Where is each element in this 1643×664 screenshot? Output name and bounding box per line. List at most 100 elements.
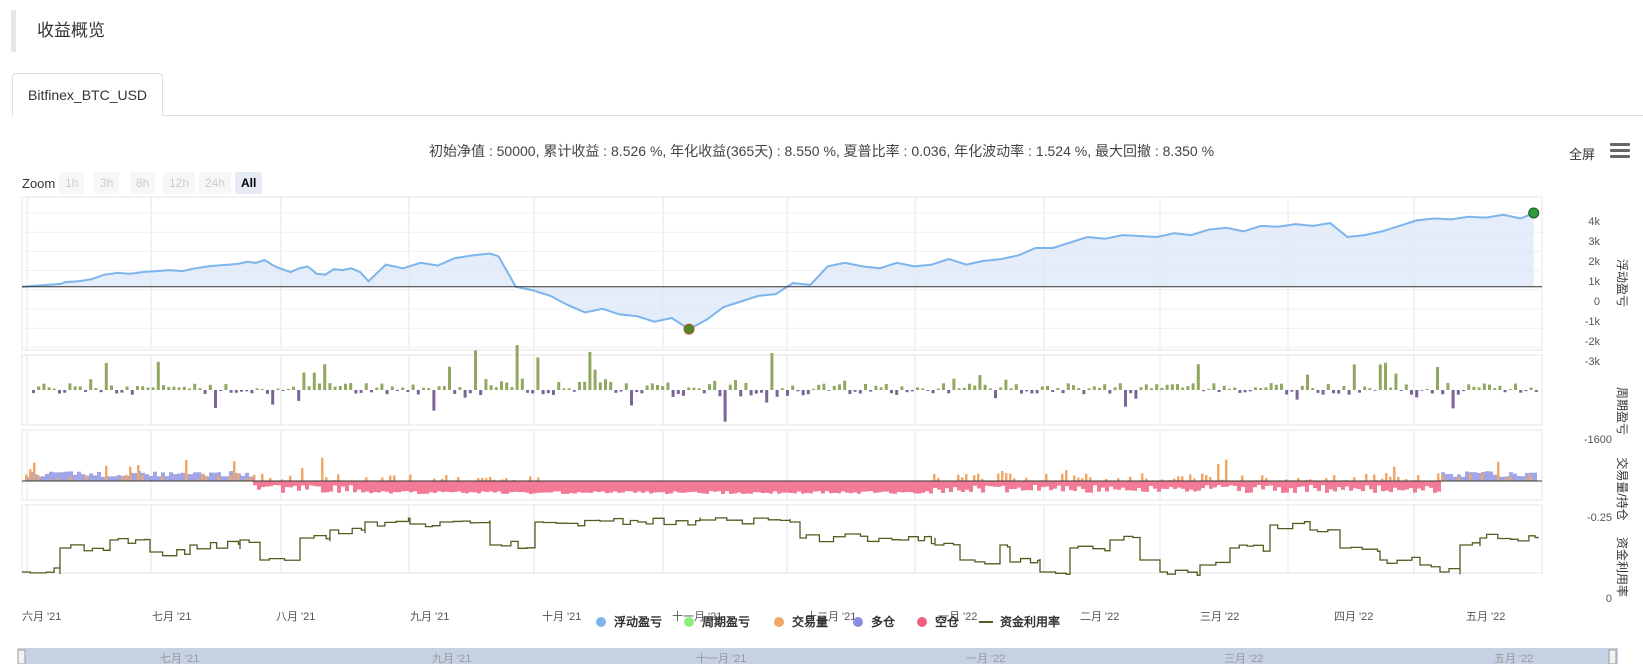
short-position-bar — [317, 481, 321, 487]
volume-bar — [53, 480, 56, 481]
short-position-bar — [1301, 481, 1305, 487]
short-position-bar — [441, 481, 445, 493]
short-position-bar — [981, 481, 985, 493]
period-pnl-bar — [1181, 387, 1185, 390]
volume-bar — [1177, 476, 1180, 481]
short-position-bar — [697, 481, 701, 493]
short-position-bar — [1373, 481, 1377, 493]
period-pnl-bar — [890, 390, 893, 394]
short-position-bar — [817, 481, 821, 492]
short-position-bar — [1085, 481, 1089, 493]
period-pnl-bar — [728, 384, 732, 390]
tab-bitfinex-btc-usd[interactable]: Bitfinex_BTC_USD — [12, 73, 164, 116]
short-position-bar — [365, 481, 369, 492]
period-pnl-bar — [947, 390, 951, 394]
short-position-bar — [501, 481, 505, 494]
zoom-3h-button[interactable]: 3h — [94, 172, 120, 194]
period-pnl-bar — [359, 390, 363, 393]
short-position-bar — [1105, 481, 1109, 492]
period-pnl-bar — [234, 390, 238, 393]
long-position-bar — [141, 472, 145, 481]
volume-bar — [933, 474, 936, 481]
short-position-bar — [1049, 481, 1053, 491]
period-pnl-bar — [1306, 374, 1309, 390]
short-position-bar — [997, 481, 1001, 487]
short-position-bar — [785, 481, 789, 493]
volume-bar — [381, 477, 384, 481]
long-position-bar — [45, 473, 49, 481]
short-position-bar — [541, 481, 545, 493]
long-position-bar — [61, 472, 65, 481]
x-axis-labels: 六月 '21 七月 '21 八月 '21 九月 '21 十月 '21 十一月 '… — [22, 609, 1505, 623]
period-pnl-bar — [749, 390, 753, 396]
zoom-1h-button[interactable]: 1h — [59, 172, 85, 194]
zoom-24h-button[interactable]: 24h — [199, 172, 232, 194]
x-axis-label: 十二月 '21 — [806, 609, 856, 623]
menu-icon[interactable] — [1610, 143, 1630, 159]
volume-bar — [1345, 480, 1348, 481]
legend-marker — [853, 617, 863, 627]
short-position-bar — [1405, 481, 1409, 490]
short-position-bar — [757, 481, 761, 493]
period-pnl-bar — [1040, 386, 1044, 390]
long-position-bar — [41, 476, 45, 481]
volume-bar — [1145, 478, 1148, 481]
short-position-bar — [1225, 481, 1229, 487]
short-position-bar — [421, 481, 425, 494]
period-pnl-bar — [182, 386, 186, 390]
short-position-bar — [465, 481, 469, 494]
short-position-bar — [745, 481, 749, 494]
period-pnl-bar — [37, 386, 41, 390]
period-pnl-bar — [562, 388, 566, 390]
ytick-label-period: -1600 — [1584, 434, 1612, 446]
fullscreen-button[interactable]: 全屏 — [1568, 147, 1595, 162]
short-position-bar — [629, 481, 633, 492]
volume-bar — [1081, 478, 1084, 481]
navigator-label: 十一月 '21 — [696, 651, 746, 664]
panel-frame — [21, 504, 1543, 574]
zoom-8h-button[interactable]: 8h — [130, 172, 156, 194]
legend[interactable]: 浮动盈亏 周期盈亏 交易量 多仓 空仓 资金利用率 — [596, 614, 1060, 629]
period-pnl-bar — [1373, 390, 1377, 391]
zoom-12h-button[interactable]: 12h — [163, 172, 196, 194]
ytick-label: 2k — [1588, 256, 1600, 268]
short-position-bar — [725, 481, 729, 492]
short-position-bar — [713, 481, 717, 492]
short-position-bar — [849, 481, 853, 494]
short-position-bar — [721, 481, 725, 494]
short-position-bar — [349, 481, 353, 486]
period-pnl-bar — [754, 390, 758, 394]
period-pnl-bar — [567, 388, 571, 390]
volume-bar — [1501, 480, 1504, 481]
short-position-bar — [1289, 481, 1293, 489]
period-pnl-bar — [1519, 390, 1523, 393]
period-pnl-bar — [1259, 387, 1263, 390]
short-position-bar — [889, 481, 893, 494]
period-pnl-bar — [318, 383, 321, 390]
short-position-bar — [793, 481, 797, 494]
short-position-bar — [1313, 481, 1317, 489]
period-pnl-bar — [1233, 387, 1237, 390]
long-position-bar — [117, 475, 121, 481]
volume-bar — [1309, 479, 1312, 481]
short-position-bar — [1165, 481, 1169, 489]
short-position-bar — [1265, 481, 1269, 486]
short-position-bar — [545, 481, 549, 493]
long-position-bar — [1453, 476, 1457, 481]
period-pnl-bar — [1004, 379, 1008, 390]
short-position-bar — [945, 481, 949, 489]
period-pnl-bar — [1488, 384, 1491, 390]
zoom-all-button[interactable]: All — [235, 172, 263, 194]
period-pnl-bar — [739, 390, 743, 397]
legend-item-floating-pnl: 浮动盈亏 — [614, 614, 662, 629]
short-position-bar — [1357, 481, 1361, 490]
short-position-bar — [633, 481, 637, 493]
short-position-bar — [609, 481, 613, 493]
period-pnl-bar — [645, 385, 649, 390]
short-position-bar — [701, 481, 705, 494]
period-pnl-bar — [1451, 390, 1455, 409]
period-pnl-bar — [1014, 384, 1018, 390]
navigator[interactable]: 七月 '21 九月 '21 十一月 '21 一月 '22 三月 '22 五月 '… — [17, 648, 1618, 664]
volume-bar — [1529, 474, 1532, 481]
period-pnl-bar — [432, 390, 436, 411]
